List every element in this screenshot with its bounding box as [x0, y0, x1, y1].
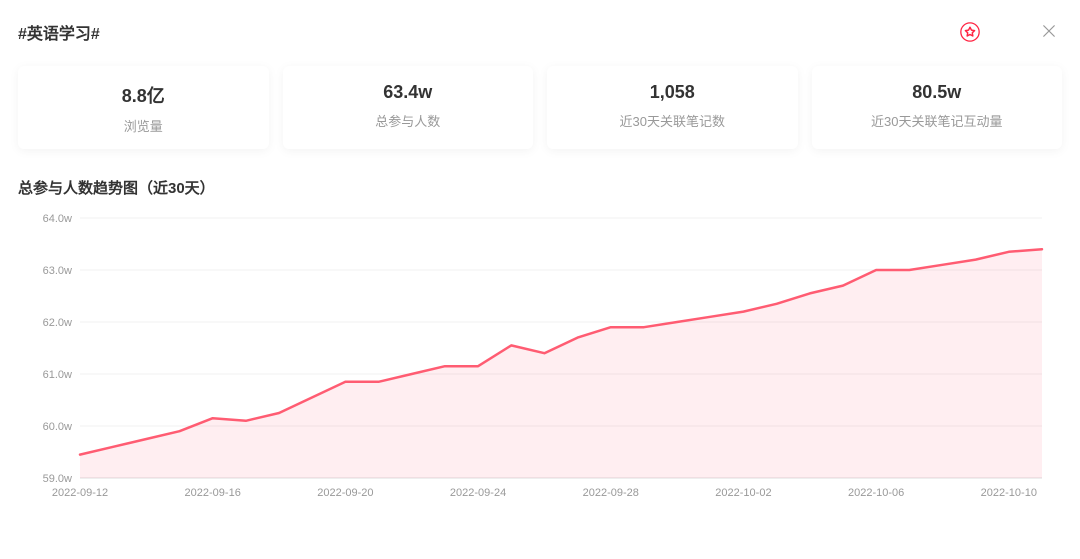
svg-text:61.0w: 61.0w	[43, 369, 72, 381]
stat-card-participants: 63.4w 总参与人数	[283, 66, 534, 149]
stat-label: 浏览量	[18, 116, 269, 135]
svg-text:2022-09-28: 2022-09-28	[583, 487, 639, 499]
svg-text:2022-10-10: 2022-10-10	[981, 487, 1037, 499]
header-row: #英语学习#	[18, 20, 1062, 44]
star-icon	[959, 21, 981, 43]
trend-chart: 59.0w 60.0w 61.0w 62.0w 63.0w 64.0w 2022-09-12…	[18, 208, 1062, 508]
svg-text:62.0w: 62.0w	[43, 317, 72, 329]
svg-text:2022-09-20: 2022-09-20	[317, 487, 373, 499]
stat-card-views: 8.8亿 浏览量	[18, 66, 269, 149]
stat-value: 8.8亿	[18, 82, 269, 108]
topic-analytics-panel: #英语学习# 8.8亿 浏览量 63.4w 总参与人数 1,058 近30天关联…	[0, 0, 1080, 559]
stat-label: 近30天关联笔记互动量	[812, 111, 1063, 130]
close-icon[interactable]	[1040, 22, 1058, 40]
stat-label: 总参与人数	[283, 111, 534, 130]
stat-card-interactions-30d: 80.5w 近30天关联笔记互动量	[812, 66, 1063, 149]
svg-text:60.0w: 60.0w	[43, 421, 72, 433]
stat-card-notes-30d: 1,058 近30天关联笔记数	[547, 66, 798, 149]
svg-text:64.0w: 64.0w	[43, 213, 72, 225]
chart-title: 总参与人数趋势图（近30天）	[18, 177, 1062, 198]
stat-value: 1,058	[547, 82, 798, 103]
svg-text:2022-10-06: 2022-10-06	[848, 487, 904, 499]
topic-title: #英语学习#	[18, 20, 100, 44]
favorite-star-button[interactable]	[958, 20, 982, 44]
svg-text:2022-10-02: 2022-10-02	[715, 487, 771, 499]
svg-text:2022-09-12: 2022-09-12	[52, 487, 108, 499]
stat-label: 近30天关联笔记数	[547, 111, 798, 130]
svg-text:2022-09-24: 2022-09-24	[450, 487, 506, 499]
stat-value: 63.4w	[283, 82, 534, 103]
svg-text:63.0w: 63.0w	[43, 265, 72, 277]
stat-value: 80.5w	[812, 82, 1063, 103]
svg-text:2022-09-16: 2022-09-16	[185, 487, 241, 499]
stat-cards-row: 8.8亿 浏览量 63.4w 总参与人数 1,058 近30天关联笔记数 80.…	[18, 66, 1062, 149]
trend-chart-svg: 59.0w 60.0w 61.0w 62.0w 63.0w 64.0w 2022-09-12…	[18, 208, 1062, 508]
svg-text:59.0w: 59.0w	[43, 473, 72, 485]
